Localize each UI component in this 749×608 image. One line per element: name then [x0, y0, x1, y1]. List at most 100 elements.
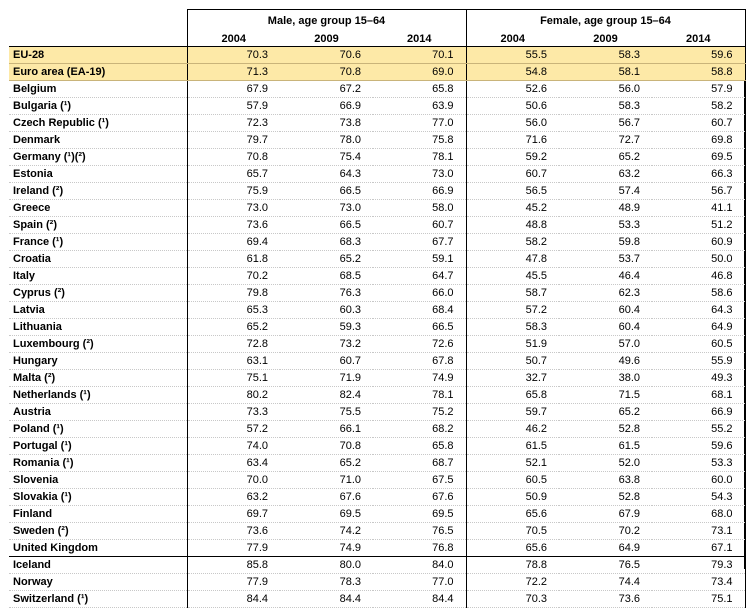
value-cell: 75.5: [280, 403, 373, 421]
value-cell: 63.2: [186, 488, 280, 506]
value-cell: 71.6: [465, 131, 559, 149]
row-label: Estonia: [9, 165, 187, 183]
value-cell: 62.3: [559, 284, 652, 302]
value-cell: 67.9: [559, 505, 652, 523]
value-cell: 78.0: [280, 131, 373, 149]
row-label: Netherlands (¹): [9, 386, 187, 404]
employment-rate-table: Male, age group 15–64 Female, age group …: [9, 9, 746, 608]
value-cell: 73.0: [186, 199, 280, 217]
value-cell: 70.8: [186, 148, 280, 166]
value-cell: 78.1: [373, 148, 466, 166]
value-cell: 52.6: [465, 80, 559, 98]
value-cell: 61.8: [186, 250, 280, 268]
value-cell: 74.0: [186, 437, 280, 455]
value-cell: 73.6: [186, 216, 280, 234]
table-row: Netherlands (¹) 80.2 82.4 78.1 65.8 71.5 68.1: [9, 386, 746, 404]
value-cell: 70.2: [186, 267, 280, 285]
value-cell: 60.4: [559, 301, 652, 319]
row-label: Italy: [9, 267, 187, 285]
table-row: Belgium 67.9 67.2 65.8 52.6 56.0 57.9: [9, 80, 746, 98]
row-label: Sweden (²): [9, 522, 187, 540]
value-cell: 58.3: [559, 97, 652, 115]
table-body: EU-28 70.3 70.6 70.1 55.5 58.3 59.6 Euro area (…: [9, 46, 746, 608]
value-cell: 65.2: [559, 403, 652, 421]
value-cell: 67.2: [280, 80, 373, 98]
value-cell: 80.0: [280, 556, 373, 574]
value-cell: 67.6: [373, 488, 466, 506]
value-cell: 65.3: [186, 301, 280, 319]
value-cell: 75.1: [652, 590, 746, 608]
value-cell: 64.9: [559, 539, 652, 557]
row-label: EU-28: [9, 46, 187, 64]
stub-header: [9, 9, 187, 32]
value-cell: 70.1: [373, 46, 466, 64]
row-label: Belgium: [9, 80, 187, 98]
value-cell: 78.1: [373, 386, 466, 404]
value-cell: 65.2: [186, 318, 280, 336]
row-label: Cyprus (²): [9, 284, 187, 302]
value-cell: 82.4: [280, 386, 373, 404]
value-cell: 66.5: [280, 182, 373, 200]
value-cell: 49.6: [559, 352, 652, 370]
value-cell: 63.2: [559, 165, 652, 183]
value-cell: 79.3: [652, 556, 746, 574]
value-cell: 84.4: [373, 590, 466, 608]
value-cell: 46.4: [559, 267, 652, 285]
value-cell: 52.0: [559, 454, 652, 472]
value-cell: 56.5: [465, 182, 559, 200]
value-cell: 68.2: [373, 420, 466, 438]
value-cell: 66.0: [373, 284, 466, 302]
value-cell: 54.8: [465, 63, 559, 81]
value-cell: 59.3: [280, 318, 373, 336]
value-cell: 73.0: [373, 165, 466, 183]
value-cell: 69.5: [652, 148, 746, 166]
table-row: France (¹) 69.4 68.3 67.7 58.2 59.8 60.9: [9, 233, 746, 251]
value-cell: 70.5: [465, 522, 559, 540]
value-cell: 79.8: [186, 284, 280, 302]
year-header: 2014: [373, 32, 466, 47]
value-cell: 63.8: [559, 471, 652, 489]
table-row: Latvia 65.3 60.3 68.4 57.2 60.4 64.3: [9, 301, 746, 319]
value-cell: 68.0: [652, 505, 746, 523]
table-row: Denmark 79.7 78.0 75.8 71.6 72.7 69.8: [9, 131, 746, 149]
value-cell: 71.5: [559, 386, 652, 404]
table-row: Austria 73.3 75.5 75.2 59.7 65.2 66.9: [9, 403, 746, 421]
value-cell: 68.7: [373, 454, 466, 472]
value-cell: 70.8: [280, 63, 373, 81]
value-cell: 67.8: [373, 352, 466, 370]
value-cell: 58.6: [652, 284, 746, 302]
value-cell: 76.3: [280, 284, 373, 302]
value-cell: 59.6: [652, 437, 746, 455]
row-label: Greece: [9, 199, 187, 217]
value-cell: 49.3: [652, 369, 746, 387]
value-cell: 65.2: [280, 454, 373, 472]
value-cell: 57.9: [652, 80, 746, 98]
value-cell: 73.1: [652, 522, 746, 540]
row-label: Slovenia: [9, 471, 187, 489]
table-row: Switzerland (¹) 84.4 84.4 84.4 70.3 73.6 75.1: [9, 590, 746, 608]
value-cell: 32.7: [465, 369, 559, 387]
value-cell: 68.5: [280, 267, 373, 285]
value-cell: 68.4: [373, 301, 466, 319]
value-cell: 70.3: [465, 590, 559, 608]
row-label: Malta (²): [9, 369, 187, 387]
stub-header-year: [9, 32, 187, 47]
value-cell: 38.0: [559, 369, 652, 387]
value-cell: 66.9: [373, 182, 466, 200]
value-cell: 50.7: [465, 352, 559, 370]
value-cell: 50.9: [465, 488, 559, 506]
table-row: Sweden (²) 73.6 74.2 76.5 70.5 70.2 73.1: [9, 522, 746, 540]
value-cell: 55.2: [652, 420, 746, 438]
value-cell: 50.6: [465, 97, 559, 115]
group-header-female: Female, age group 15–64: [465, 9, 746, 32]
value-cell: 63.9: [373, 97, 466, 115]
row-label: Luxembourg (²): [9, 335, 187, 353]
value-cell: 66.3: [652, 165, 746, 183]
value-cell: 66.9: [652, 403, 746, 421]
year-header: 2009: [559, 32, 652, 47]
value-cell: 61.5: [559, 437, 652, 455]
year-header: 2004: [465, 32, 559, 47]
table-row: Cyprus (²) 79.8 76.3 66.0 58.7 62.3 58.6: [9, 284, 746, 302]
employment-table-container: Male, age group 15–64 Female, age group …: [9, 9, 749, 608]
value-cell: 69.5: [280, 505, 373, 523]
